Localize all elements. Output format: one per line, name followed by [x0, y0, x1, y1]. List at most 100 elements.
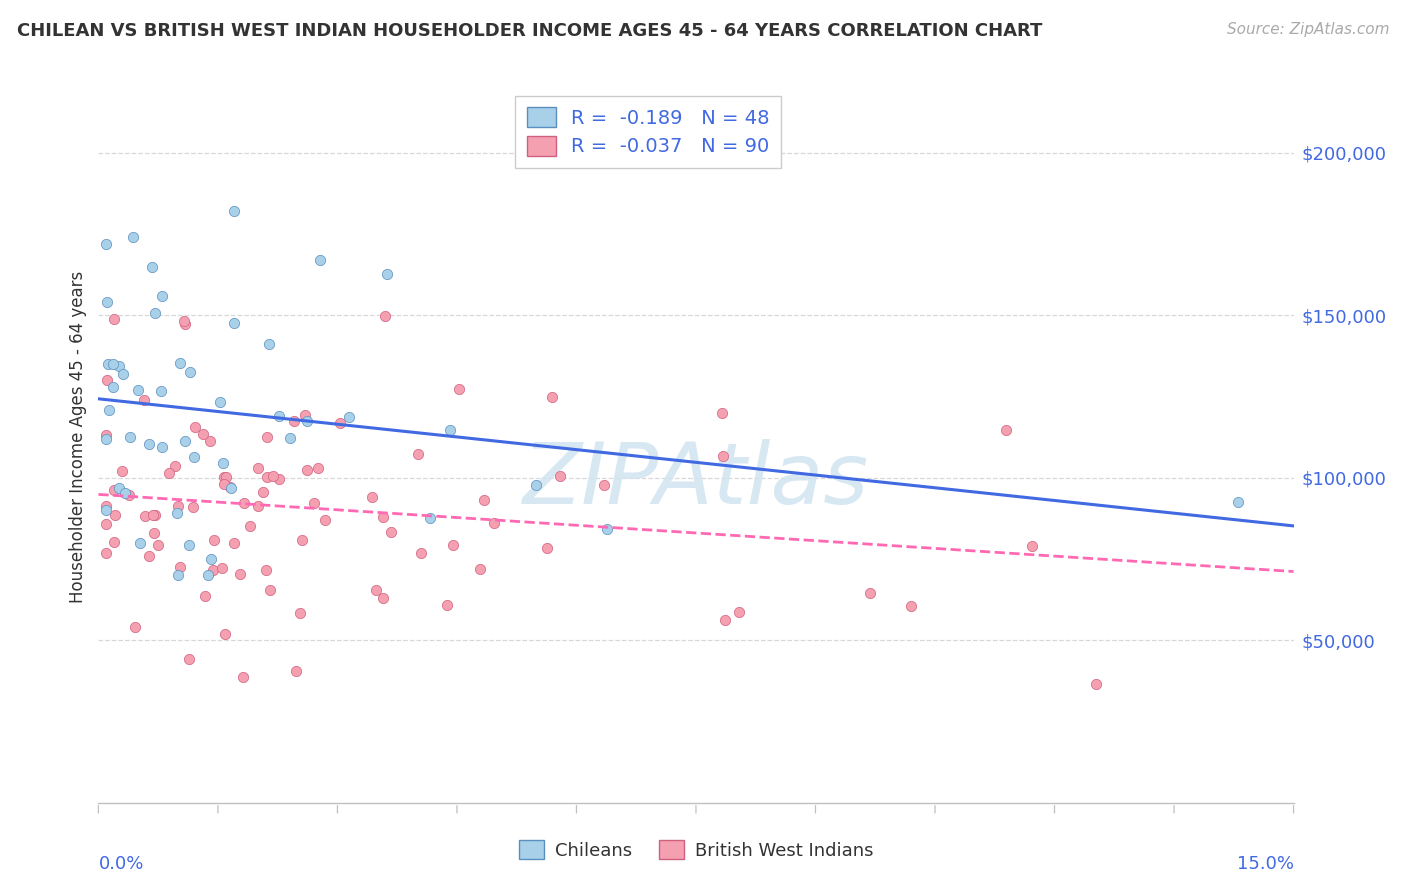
Point [112, 367, 135, 381]
Point [302, 496, 325, 510]
Point [337, 410, 360, 425]
Point [200, 552, 222, 566]
Point [134, 392, 156, 407]
Point [114, 486, 136, 500]
Point [231, 670, 253, 684]
Point [118, 488, 141, 502]
Point [406, 447, 429, 461]
Point [122, 229, 145, 244]
Point [239, 519, 262, 533]
Point [198, 434, 221, 449]
Point [96, 237, 118, 252]
Point [409, 546, 432, 560]
Point [307, 461, 329, 475]
Point [1085, 677, 1108, 691]
Point [214, 627, 236, 641]
Point [97, 403, 120, 417]
Point [222, 203, 245, 218]
Point [246, 461, 269, 475]
Text: 0.0%: 0.0% [98, 855, 143, 872]
Point [309, 253, 332, 268]
Point [290, 606, 312, 620]
Point [246, 500, 269, 514]
Point [232, 496, 254, 510]
Point [267, 409, 290, 423]
Point [173, 314, 195, 328]
Point [143, 306, 166, 320]
Point [283, 414, 305, 428]
Text: CHILEAN VS BRITISH WEST INDIAN HOUSEHOLDER INCOME AGES 45 - 64 YEARS CORRELATION: CHILEAN VS BRITISH WEST INDIAN HOUSEHOLD… [17, 22, 1042, 40]
Point [710, 406, 733, 420]
Point [269, 472, 291, 486]
Point [371, 591, 394, 605]
Point [252, 485, 274, 500]
Point [596, 522, 619, 536]
Point [146, 538, 169, 552]
Point [375, 267, 398, 281]
Point [179, 365, 201, 379]
Point [96, 427, 118, 442]
Point [120, 429, 142, 443]
Point [222, 536, 245, 550]
Point [163, 459, 186, 474]
Point [1021, 539, 1043, 553]
Point [474, 493, 496, 508]
Point [169, 560, 191, 574]
Legend: Chileans, British West Indians: Chileans, British West Indians [512, 833, 880, 867]
Point [211, 561, 233, 575]
Point [713, 613, 735, 627]
Point [727, 605, 749, 619]
Point [711, 449, 734, 463]
Point [447, 382, 470, 396]
Point [219, 482, 242, 496]
Point [96, 295, 118, 310]
Point [174, 318, 197, 332]
Point [152, 440, 174, 454]
Point [101, 380, 124, 394]
Point [142, 525, 165, 540]
Point [291, 533, 314, 547]
Point [548, 468, 571, 483]
Point [222, 316, 245, 330]
Point [96, 374, 118, 388]
Point [259, 582, 281, 597]
Point [193, 427, 215, 442]
Point [439, 423, 461, 437]
Point [197, 568, 219, 582]
Point [361, 490, 384, 504]
Point [380, 525, 402, 540]
Point [183, 450, 205, 464]
Point [329, 416, 352, 430]
Point [138, 549, 160, 564]
Point [107, 359, 129, 373]
Point [96, 433, 118, 447]
Point [128, 535, 150, 549]
Point [134, 508, 156, 523]
Point [111, 464, 134, 478]
Point [169, 356, 191, 370]
Point [256, 430, 278, 444]
Point [149, 384, 172, 398]
Point [900, 599, 922, 613]
Point [314, 513, 336, 527]
Point [294, 408, 316, 422]
Point [441, 538, 464, 552]
Point [108, 482, 131, 496]
Point [419, 511, 441, 525]
Point [859, 585, 882, 599]
Point [592, 478, 614, 492]
Point [524, 477, 547, 491]
Point [194, 589, 217, 603]
Point [436, 598, 458, 612]
Point [104, 508, 127, 522]
Point [184, 420, 207, 434]
Text: Source: ZipAtlas.com: Source: ZipAtlas.com [1226, 22, 1389, 37]
Point [97, 357, 120, 371]
Point [177, 538, 200, 552]
Y-axis label: Householder Income Ages 45 - 64 years: Householder Income Ages 45 - 64 years [69, 271, 87, 603]
Point [295, 463, 318, 477]
Point [103, 535, 125, 549]
Point [174, 434, 197, 449]
Point [482, 516, 505, 531]
Point [374, 309, 396, 323]
